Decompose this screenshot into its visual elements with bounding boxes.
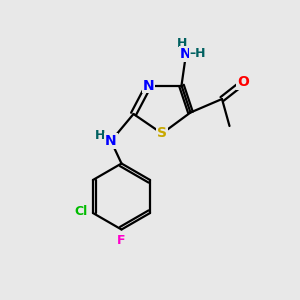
Text: S: S (157, 127, 167, 140)
Text: F: F (117, 233, 126, 247)
Text: H: H (177, 37, 188, 50)
Text: Cl: Cl (74, 205, 88, 218)
Text: N: N (180, 47, 192, 61)
Text: N: N (143, 79, 154, 92)
Text: N: N (105, 134, 117, 148)
Text: O: O (237, 76, 249, 89)
Text: H: H (95, 129, 106, 142)
Text: –H: –H (190, 47, 206, 61)
